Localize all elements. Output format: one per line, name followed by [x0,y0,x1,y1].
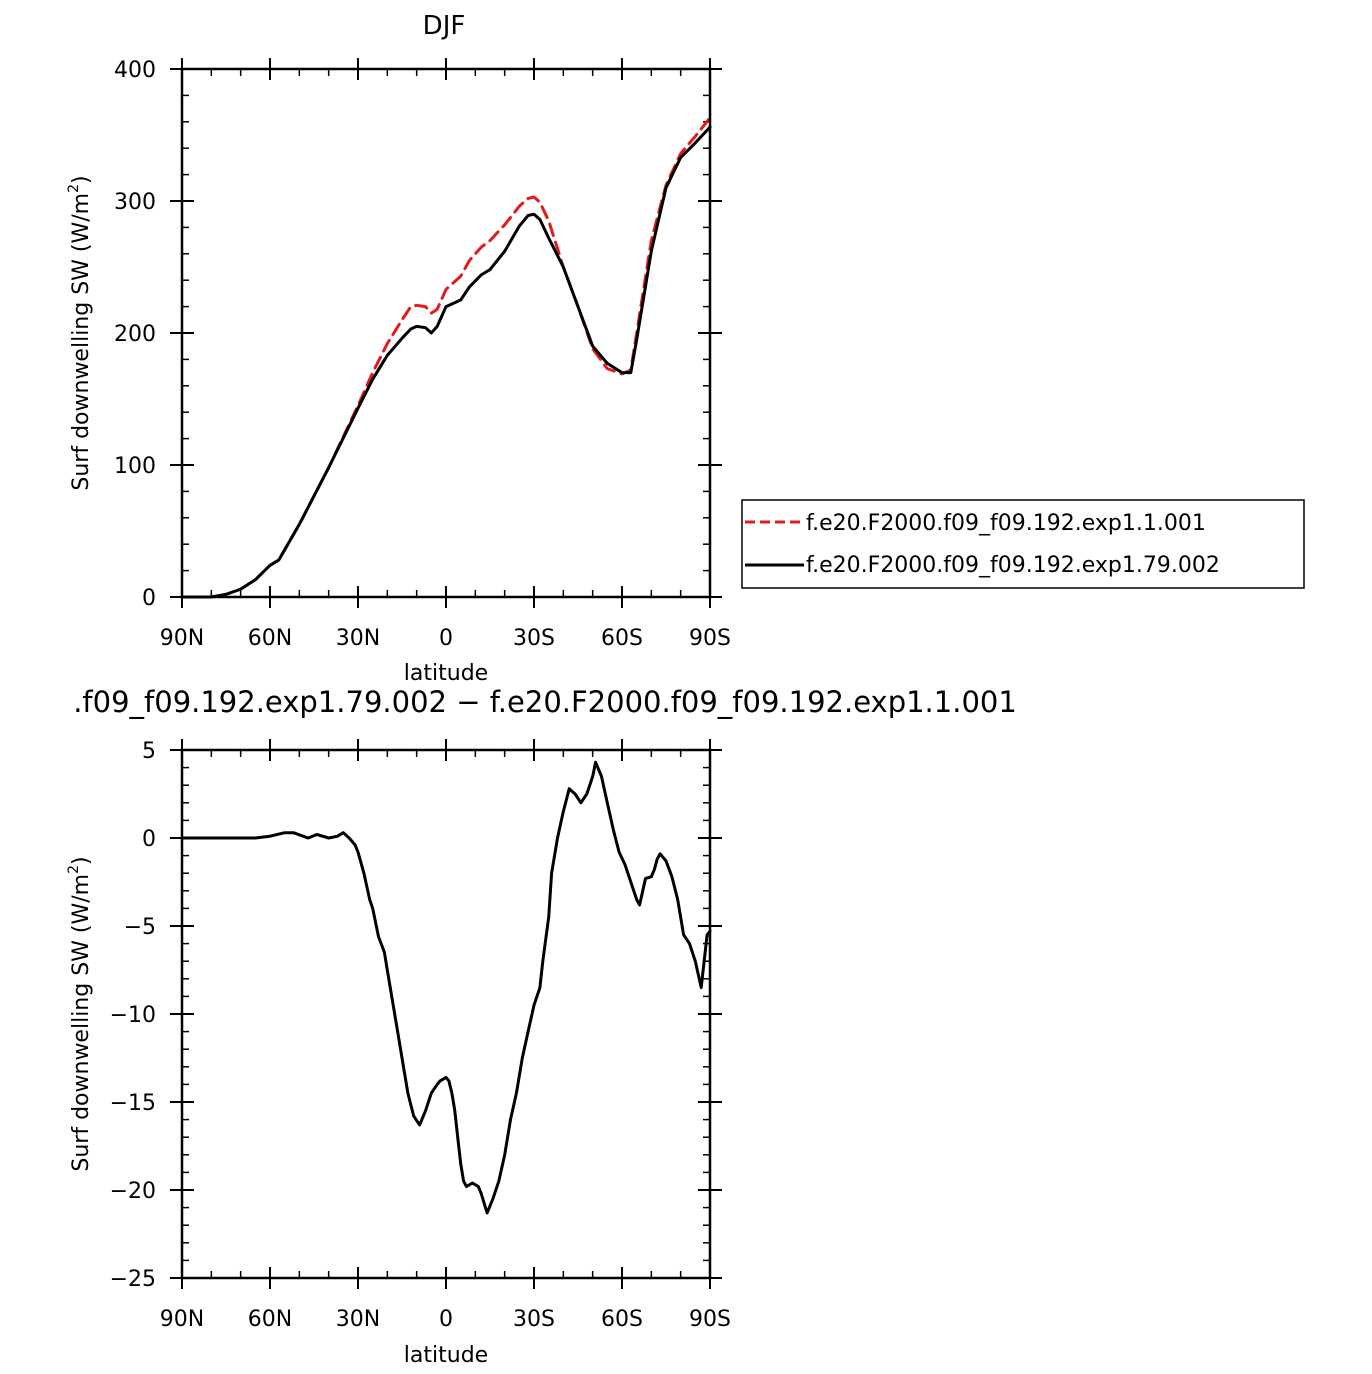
bottom-y-tick-label: −25 [110,1267,156,1292]
top-x-tick-label: 90N [160,626,204,651]
bottom-y-axis-label-close: ) [69,856,94,865]
bottom-plot-frame [180,748,712,1280]
top-series-line-2 [180,125,712,599]
top-x-tick-label: 60S [601,626,643,651]
bottom-y-tick-label: −15 [110,1091,156,1116]
legend-label-series-1: f.e20.F2000.f09_f09.192.exp1.1.001 [806,511,1206,536]
top-x-tick-label: 90S [689,626,731,651]
top-x-tick-label: 0 [439,626,453,651]
top-x-tick-label: 30N [336,626,380,651]
top-y-tick-label: 0 [142,586,156,611]
bottom-plot-area: 90N 60N 30N 0 30S 60S 90S 5 0 −5 −10 −15 −20 −25 [110,739,731,1332]
bottom-x-tick-label: 30N [336,1307,380,1332]
bottom-x-tick-label: 0 [439,1307,453,1332]
bottom-y-tick-label: −10 [110,1003,156,1028]
bottom-x-tick-label: 30S [513,1307,555,1332]
bottom-y-axis-label: Surf downwelling SW (W/m2) [66,856,94,1171]
top-y-tick-label: 100 [114,454,156,479]
top-plot-frame [180,67,712,599]
bottom-y-tick-label: 5 [142,739,156,764]
legend-frame [741,499,1305,589]
bottom-panel: .f09_f09.192.exp1.79.002 − f.e20.F2000.f… [66,685,1017,1368]
legend: f.e20.F2000.f09_f09.192.exp1.1.001 f.e20… [741,499,1305,589]
bottom-y-tick-label: −5 [124,915,156,940]
top-y-tick-label: 200 [114,322,156,347]
top-plot-area: 90N 60N 30N 0 30S 60S 90S 0 100 200 300 400 [114,58,731,651]
top-x-tick-label: 30S [513,626,555,651]
top-y-tick-label: 400 [114,58,156,83]
bottom-y-tick-label: −20 [110,1179,156,1204]
bottom-chart-title: .f09_f09.192.exp1.79.002 − f.e20.F2000.f… [73,685,1017,719]
top-y-tick-label: 300 [114,190,156,215]
bottom-y-tick-label: 0 [142,827,156,852]
top-x-tick-label: 60N [248,626,292,651]
bottom-y-axis-label-main: Surf downwelling SW (W/m [69,874,94,1172]
bottom-series-line-1 [180,760,712,1215]
top-y-axis-label-sup: 2 [66,184,82,193]
top-series-line-1 [180,116,712,599]
bottom-x-tick-label: 60S [601,1307,643,1332]
bottom-x-tick-label: 90N [160,1307,204,1332]
bottom-x-tick-label: 60N [248,1307,292,1332]
top-y-axis-label-main: Surf downwelling SW (W/m [69,193,94,491]
top-y-axis-label: Surf downwelling SW (W/m2) [66,175,94,490]
bottom-y-axis-label-sup: 2 [66,865,82,874]
bottom-x-tick-label: 90S [689,1307,731,1332]
top-chart-title: DJF [423,11,466,41]
top-panel: DJF 90N 60N 30N 0 30S 60S 90S 0 100 200 300 400 lat… [66,11,731,686]
top-x-axis-label: latitude [404,661,488,686]
legend-label-series-2: f.e20.F2000.f09_f09.192.exp1.79.002 [806,553,1220,578]
bottom-x-axis-label: latitude [404,1343,488,1368]
top-y-axis-label-close: ) [69,175,94,184]
